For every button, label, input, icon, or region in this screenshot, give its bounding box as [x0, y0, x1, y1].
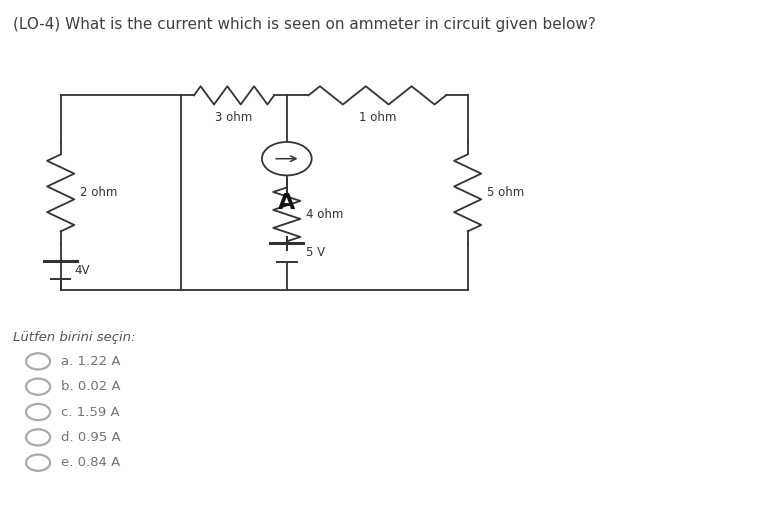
Text: 5 ohm: 5 ohm [486, 186, 523, 199]
Text: A: A [278, 193, 296, 213]
Text: Lütfen birini seçin:: Lütfen birini seçin: [13, 331, 136, 344]
Text: (LO-4) What is the current which is seen on ammeter in circuit given below?: (LO-4) What is the current which is seen… [13, 17, 596, 32]
Text: c. 1.59 A: c. 1.59 A [61, 405, 120, 419]
Text: 5 V: 5 V [306, 246, 325, 259]
Text: 4V: 4V [74, 264, 90, 277]
Text: 1 ohm: 1 ohm [359, 111, 396, 124]
Text: 3 ohm: 3 ohm [216, 111, 253, 124]
Text: a. 1.22 A: a. 1.22 A [61, 355, 120, 368]
Text: b. 0.02 A: b. 0.02 A [61, 380, 120, 393]
Text: 4 ohm: 4 ohm [306, 208, 343, 221]
Text: e. 0.84 A: e. 0.84 A [61, 456, 120, 469]
Text: d. 0.95 A: d. 0.95 A [61, 431, 120, 444]
Text: 2 ohm: 2 ohm [79, 186, 117, 199]
